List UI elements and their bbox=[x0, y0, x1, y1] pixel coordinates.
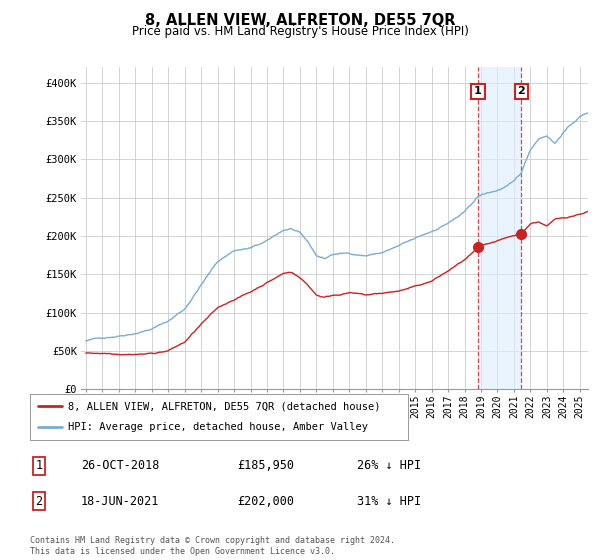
Text: HPI: Average price, detached house, Amber Valley: HPI: Average price, detached house, Ambe… bbox=[68, 422, 368, 432]
Text: 26% ↓ HPI: 26% ↓ HPI bbox=[357, 459, 421, 473]
Text: 2: 2 bbox=[518, 86, 526, 96]
Text: Price paid vs. HM Land Registry's House Price Index (HPI): Price paid vs. HM Land Registry's House … bbox=[131, 25, 469, 38]
Text: 1: 1 bbox=[35, 459, 43, 473]
Text: 8, ALLEN VIEW, ALFRETON, DE55 7QR (detached house): 8, ALLEN VIEW, ALFRETON, DE55 7QR (detac… bbox=[68, 401, 380, 411]
Text: 31% ↓ HPI: 31% ↓ HPI bbox=[357, 494, 421, 508]
Text: £185,950: £185,950 bbox=[237, 459, 294, 473]
Text: 1: 1 bbox=[474, 86, 482, 96]
Text: 26-OCT-2018: 26-OCT-2018 bbox=[81, 459, 160, 473]
Text: £202,000: £202,000 bbox=[237, 494, 294, 508]
Bar bbox=[478, 67, 521, 389]
Text: 8, ALLEN VIEW, ALFRETON, DE55 7QR: 8, ALLEN VIEW, ALFRETON, DE55 7QR bbox=[145, 13, 455, 28]
Text: 2: 2 bbox=[35, 494, 43, 508]
Text: 18-JUN-2021: 18-JUN-2021 bbox=[81, 494, 160, 508]
Text: Contains HM Land Registry data © Crown copyright and database right 2024.
This d: Contains HM Land Registry data © Crown c… bbox=[30, 536, 395, 556]
